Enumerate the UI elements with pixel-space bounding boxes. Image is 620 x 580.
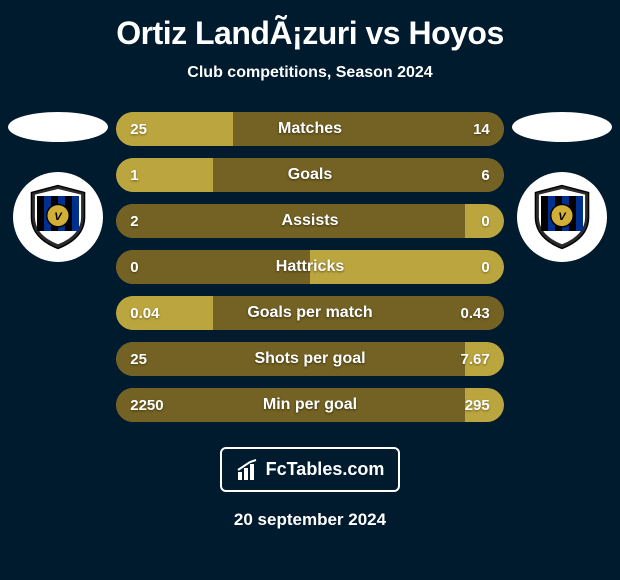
stat-row: 0.04 0.43 Goals per match: [116, 296, 504, 330]
stat-value-right: 7.67: [461, 351, 490, 368]
stat-row: 25 7.67 Shots per goal: [116, 342, 504, 376]
left-team-badge: V: [13, 172, 103, 262]
right-player-photo-placeholder: [512, 112, 612, 142]
stat-value-right: 6: [481, 167, 489, 184]
main-container: Ortiz LandÃ¡zuri vs Hoyos Club competiti…: [0, 0, 620, 580]
stat-value-left: 25: [130, 121, 147, 138]
stat-row: 1 6 Goals: [116, 158, 504, 192]
left-player-photo-placeholder: [8, 112, 108, 142]
right-player-column: V: [504, 112, 620, 262]
stat-label: Matches: [278, 120, 342, 138]
stat-row: 2250 295 Min per goal: [116, 388, 504, 422]
page-title: Ortiz LandÃ¡zuri vs Hoyos: [116, 15, 504, 52]
stats-column: 25 14 Matches 1 6 Goals 2 0 Assists 0 0 Hattricks 0.…: [116, 112, 504, 422]
chart-icon: [236, 458, 260, 482]
stat-value-right: 295: [465, 397, 490, 414]
stat-value-left: 2: [130, 213, 138, 230]
stat-bar-left: [116, 112, 194, 146]
page-subtitle: Club competitions, Season 2024: [187, 64, 432, 82]
stat-value-right: 0: [481, 213, 489, 230]
stat-value-right: 0.43: [461, 305, 490, 322]
comparison-section: V 25 14 Matches 1 6 Goals 2 0 Assists 0 0 Hattricks…: [0, 112, 620, 422]
stat-label: Hattricks: [276, 258, 344, 276]
stat-label: Goals: [288, 166, 332, 184]
stat-label: Assists: [282, 212, 339, 230]
stat-row: 2 0 Assists: [116, 204, 504, 238]
stat-value-left: 2250: [130, 397, 163, 414]
footer-date: 20 september 2024: [234, 510, 386, 530]
stat-label: Goals per match: [247, 304, 372, 322]
right-team-badge: V: [517, 172, 607, 262]
stat-value-left: 0.04: [130, 305, 159, 322]
shield-icon: V: [23, 182, 93, 252]
stat-bar-right: [233, 112, 504, 146]
stat-bar-right: [213, 158, 504, 192]
brand-text: FcTables.com: [266, 459, 385, 480]
brand-box: FcTables.com: [220, 447, 400, 492]
stat-value-left: 1: [130, 167, 138, 184]
stat-bar-left: [116, 158, 163, 192]
stat-label: Shots per goal: [254, 350, 365, 368]
stat-value-right: 14: [473, 121, 490, 138]
stat-value-left: 25: [130, 351, 147, 368]
stat-value-left: 0: [130, 259, 138, 276]
stat-row: 25 14 Matches: [116, 112, 504, 146]
stat-label: Min per goal: [263, 396, 357, 414]
shield-icon: V: [527, 182, 597, 252]
stat-row: 0 0 Hattricks: [116, 250, 504, 284]
stat-value-right: 0: [481, 259, 489, 276]
left-player-column: V: [0, 112, 116, 262]
